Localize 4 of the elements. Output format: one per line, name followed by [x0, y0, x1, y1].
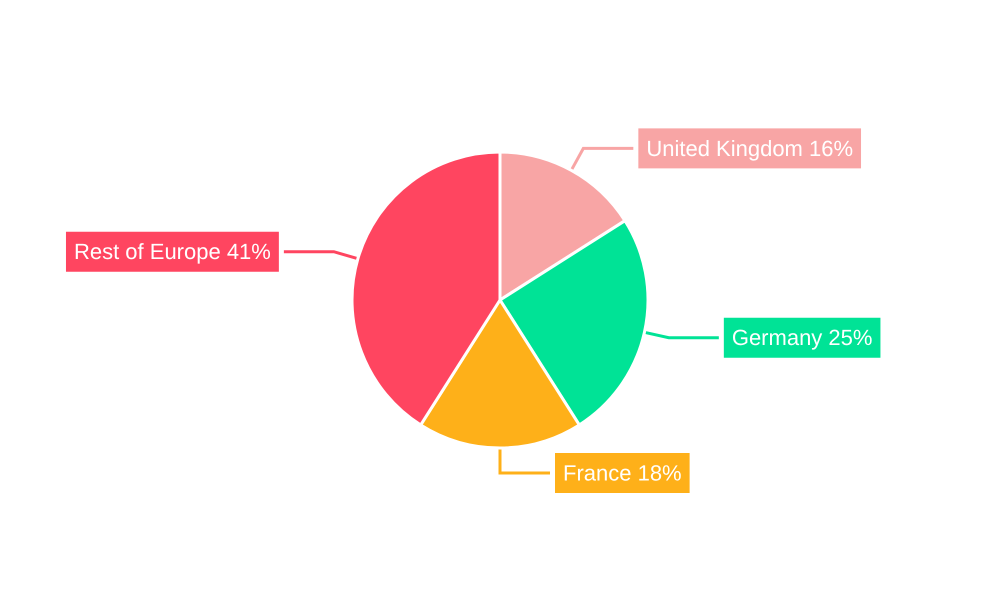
- slice-label: Rest of Europe 41%: [74, 239, 271, 264]
- slice-label: United Kingdom 16%: [646, 136, 854, 161]
- slice-label: France 18%: [563, 460, 682, 486]
- slice-label: Germany 25%: [732, 325, 872, 350]
